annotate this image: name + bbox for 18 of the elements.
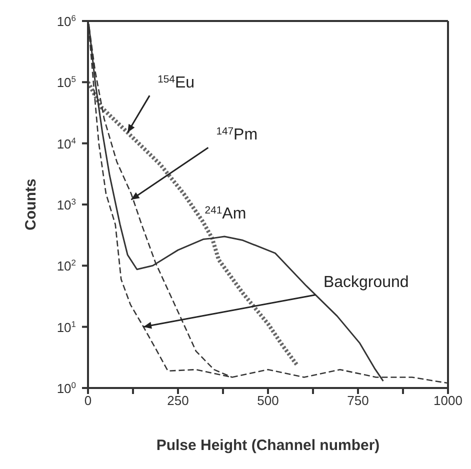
annotation: Background — [323, 274, 409, 291]
y-tick-label: 10$^{1}$ — [56, 318, 76, 335]
x-axis-title: Pulse Height (Channel number) — [156, 437, 380, 454]
x-tick-label: 0 — [84, 393, 92, 408]
y-tick-label: 10$^{4}$ — [56, 135, 76, 152]
x-tick-label: 1000 — [434, 393, 462, 408]
x-tick-label: 250 — [167, 393, 189, 408]
y-tick-label: 10$^{0}$ — [56, 380, 76, 396]
y-tick-label: 10$^{6}$ — [56, 13, 76, 29]
annotation: $^{241}$Am — [204, 204, 246, 222]
y-tick-label: 10$^{2}$ — [56, 258, 76, 274]
x-tick-label: 500 — [257, 393, 279, 408]
annotation: $^{147}$Pm — [216, 126, 258, 144]
y-tick-label: 10$^{3}$ — [56, 196, 76, 212]
y-axis-title: Counts — [22, 178, 40, 230]
x-tick-label: 750 — [347, 393, 369, 408]
y-tick-label: 10$^{5}$ — [56, 74, 76, 90]
annotation: $^{154}$Eu — [158, 74, 195, 92]
